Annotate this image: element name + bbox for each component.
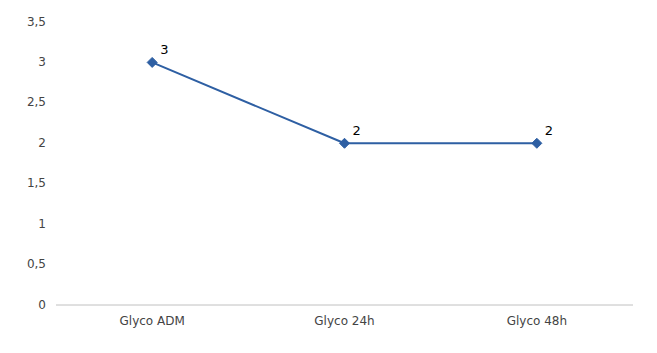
marker bbox=[340, 138, 350, 148]
data-label: 2 bbox=[353, 123, 361, 138]
x-tick-label: Glyco 48h bbox=[507, 314, 567, 328]
x-axis-line bbox=[56, 305, 633, 306]
chart: 00,511,522,533,5Glyco ADMGlyco 24hGlyco … bbox=[0, 0, 657, 353]
y-tick-label: 3 bbox=[38, 55, 46, 69]
x-tick-label: Glyco 24h bbox=[314, 314, 374, 328]
marker bbox=[147, 57, 157, 67]
y-tick-label: 2 bbox=[38, 136, 46, 150]
marker bbox=[532, 138, 542, 148]
y-tick-label: 1 bbox=[38, 217, 46, 231]
series bbox=[147, 57, 542, 148]
y-tick-label: 3,5 bbox=[27, 15, 46, 29]
data-labels: 3 2 2 bbox=[160, 42, 553, 138]
y-tick-label: 0 bbox=[38, 298, 46, 312]
y-tick-label: 1,5 bbox=[27, 176, 46, 190]
y-tick-label: 2,5 bbox=[27, 95, 46, 109]
line bbox=[152, 62, 537, 143]
y-axis: 0 0,5 1 1,5 2 2,5 3 3,5 bbox=[27, 15, 46, 312]
data-label: 2 bbox=[545, 123, 553, 138]
x-tick-label: Glyco ADM bbox=[120, 314, 185, 328]
data-label: 3 bbox=[160, 42, 168, 57]
y-tick-label: 0,5 bbox=[27, 257, 46, 271]
x-axis: Glyco ADM Glyco 24h Glyco 48h bbox=[56, 305, 633, 328]
chart-container: 00,511,522,533,5Glyco ADMGlyco 24hGlyco … bbox=[0, 0, 657, 353]
